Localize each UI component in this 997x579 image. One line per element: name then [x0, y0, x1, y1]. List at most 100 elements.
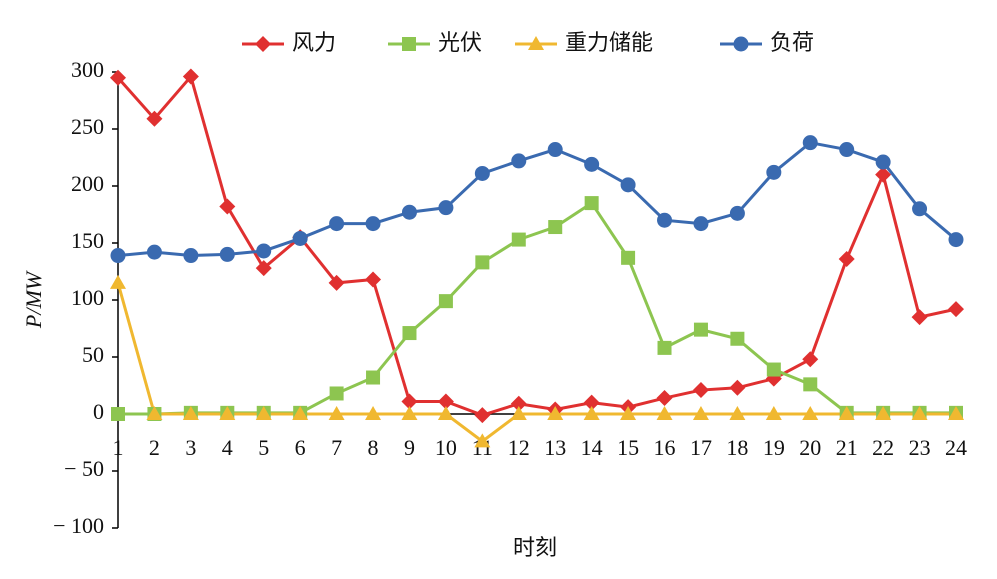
y-tick-label: − 100 [53, 513, 104, 538]
y-tick-label: − 50 [64, 456, 104, 481]
marker [146, 244, 162, 260]
marker [110, 69, 126, 86]
marker [255, 260, 272, 277]
marker [730, 331, 745, 346]
marker [255, 406, 272, 420]
x-tick-label: 9 [404, 435, 415, 460]
x-tick-label: 19 [763, 435, 785, 460]
marker [802, 406, 819, 420]
marker [584, 156, 600, 172]
x-tick-label: 6 [295, 435, 306, 460]
y-tick-label: 0 [93, 399, 104, 424]
marker [474, 165, 490, 181]
x-tick-label: 21 [836, 435, 858, 460]
marker [183, 248, 199, 264]
y-tick-label: 300 [71, 57, 104, 82]
marker [838, 406, 855, 420]
x-tick-label: 10 [435, 435, 457, 460]
x-axis-title: 时刻 [513, 536, 557, 561]
marker [692, 382, 709, 399]
marker [765, 406, 782, 420]
x-tick-label: 4 [222, 435, 233, 460]
marker [911, 309, 928, 326]
marker [839, 142, 855, 158]
marker [402, 326, 417, 341]
marker [328, 406, 345, 420]
marker [693, 216, 709, 232]
marker [292, 406, 309, 420]
x-tick-label: 12 [508, 435, 530, 460]
marker [802, 351, 819, 368]
marker [838, 250, 855, 267]
marker [547, 406, 564, 420]
marker [365, 406, 382, 420]
marker [366, 370, 381, 385]
marker [146, 406, 163, 420]
x-tick-label: 11 [472, 435, 493, 460]
marker [401, 406, 418, 420]
marker [256, 243, 272, 259]
x-tick-label: 22 [872, 435, 894, 460]
marker [438, 294, 453, 309]
x-tick-label: 1 [113, 435, 124, 460]
x-tick-label: 16 [654, 435, 676, 460]
marker [875, 154, 891, 170]
marker [438, 200, 454, 216]
marker [292, 230, 308, 246]
marker [802, 135, 818, 151]
marker [875, 166, 892, 183]
marker [329, 386, 344, 401]
marker [110, 248, 126, 264]
marker [729, 379, 746, 396]
marker [182, 68, 199, 85]
marker [621, 250, 636, 265]
x-tick-label: 18 [726, 435, 748, 460]
legend-marker [528, 36, 544, 50]
marker [620, 406, 637, 420]
marker [620, 177, 636, 193]
marker [510, 406, 527, 420]
marker [365, 271, 382, 288]
marker [511, 153, 527, 169]
legend-marker [255, 36, 271, 52]
legend-label: 光伏 [438, 31, 482, 56]
x-tick-label: 13 [544, 435, 566, 460]
legend-marker [402, 37, 416, 51]
marker [656, 406, 673, 420]
legend-label: 风力 [292, 31, 336, 56]
legend: 风力 光伏 重力储能 负荷 [242, 31, 814, 56]
marker [729, 406, 746, 420]
x-tick-label: 7 [331, 435, 342, 460]
marker [182, 406, 199, 420]
marker [548, 220, 563, 235]
x-tick-label: 5 [258, 435, 269, 460]
series-line [116, 73, 957, 417]
marker [729, 205, 745, 221]
marker [766, 164, 782, 180]
x-tick-label: 2 [149, 435, 160, 460]
marker [475, 255, 490, 270]
marker [547, 142, 563, 158]
marker [437, 406, 454, 420]
marker [510, 395, 527, 412]
marker [912, 201, 928, 217]
marker [583, 394, 600, 411]
marker [948, 232, 964, 248]
marker [219, 246, 235, 262]
marker [146, 110, 163, 127]
x-tick-label: 14 [581, 435, 603, 460]
marker [875, 406, 892, 420]
x-tick-label: 8 [368, 435, 379, 460]
marker [401, 393, 418, 410]
y-tick-label: 100 [71, 285, 104, 310]
x-tick-label: 3 [185, 435, 196, 460]
marker [583, 406, 600, 420]
marker [948, 406, 964, 420]
marker [911, 406, 928, 420]
marker [766, 362, 781, 377]
legend-marker [733, 36, 749, 52]
x-tick-label: 23 [909, 435, 931, 460]
marker [401, 204, 417, 220]
marker [511, 232, 526, 247]
